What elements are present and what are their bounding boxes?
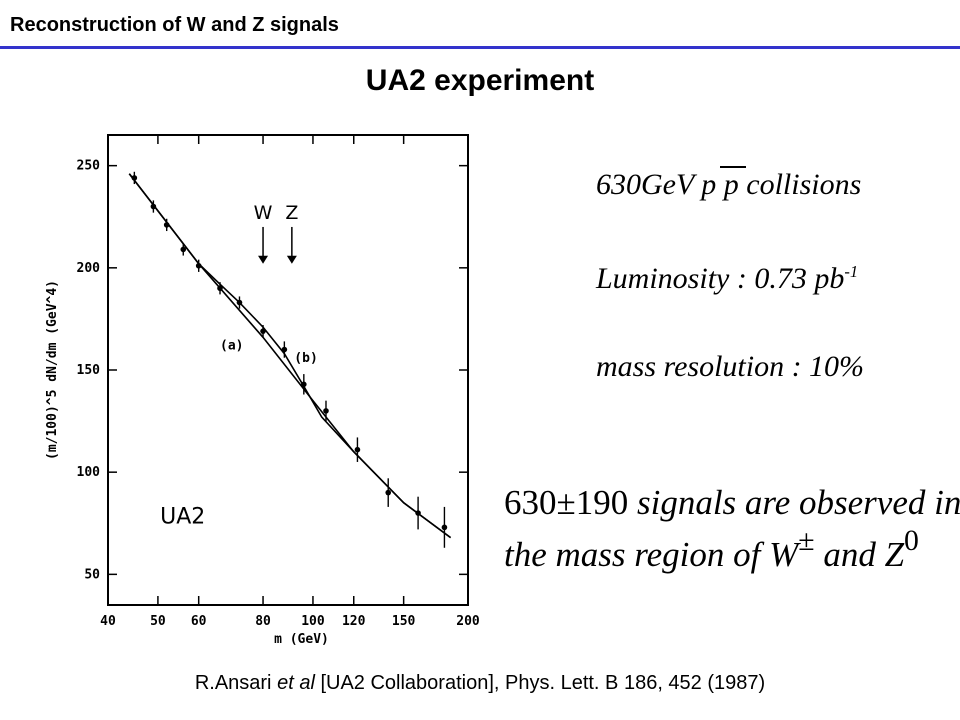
collision-particles: p p <box>701 166 747 201</box>
data-point <box>354 446 361 453</box>
x-tick-label: 150 <box>392 614 416 629</box>
antiproton-bar <box>720 166 747 168</box>
y-axis-title: (m/100)^5 dN/dm (GeV^4) <box>45 280 60 460</box>
arrow-head <box>286 255 297 264</box>
data-point <box>441 524 448 531</box>
collision-note: 630GeV p p collisions <box>596 166 862 202</box>
y-tick-label: 250 <box>77 159 101 174</box>
mass-spectrum-chart: 50 100 150 200 250 40 50 60 80 100 120 150 200 W Z (a)… <box>45 134 480 647</box>
x-tick-label: 60 <box>191 614 207 629</box>
header-divider <box>0 46 960 49</box>
luminosity-note: Luminosity : 0.73 pb-1 <box>596 262 858 296</box>
arrow-label: Z <box>285 202 298 224</box>
z-charge: 0 <box>904 524 919 557</box>
section-title: Reconstruction of W and Z signals <box>10 14 339 36</box>
y-tick-label: 50 <box>84 567 100 582</box>
data-point <box>281 346 288 353</box>
y-tick-label: 150 <box>77 363 101 378</box>
data-point <box>236 299 243 306</box>
arrow-head <box>258 255 269 264</box>
y-tick-label: 100 <box>77 465 101 480</box>
y-tick-label: 200 <box>77 261 101 276</box>
luminosity-exponent: -1 <box>844 262 859 281</box>
collision-word: collisions <box>746 168 862 201</box>
x-axis-title: m (GeV) <box>274 632 329 647</box>
data-point <box>260 328 266 334</box>
z-symbol: Z <box>884 535 905 574</box>
x-tick-label: 80 <box>255 614 271 629</box>
data-point <box>163 222 170 228</box>
fit-curve <box>128 173 452 539</box>
luminosity-value: 0.73 pb <box>754 262 845 295</box>
citation-etal: et al <box>277 672 315 694</box>
signals-note-line2: the mass region of W± and Z0 <box>504 524 919 575</box>
citation-authors: R.Ansari <box>194 672 272 694</box>
x-tick-label: 40 <box>100 614 116 629</box>
luminosity-label: Luminosity : <box>596 262 747 295</box>
data-point <box>131 175 138 181</box>
and-word: and <box>823 535 876 574</box>
data-point <box>217 285 223 292</box>
w-symbol: W <box>769 535 799 574</box>
data-point <box>195 262 202 269</box>
data-point <box>301 381 307 388</box>
experiment-label: UA2 <box>160 504 205 529</box>
fit-curve <box>128 173 452 539</box>
signals-region-text: the mass region of <box>504 535 761 574</box>
series-label-a: (a) <box>220 339 243 354</box>
x-tick-label: 50 <box>150 614 166 629</box>
data-point <box>180 246 187 253</box>
data-point <box>323 408 329 414</box>
x-tick-label: 200 <box>456 614 480 629</box>
signals-text: signals are observed in <box>636 483 960 522</box>
data-point <box>150 203 157 210</box>
mass-resolution-note: mass resolution : 10% <box>596 350 865 383</box>
data-point <box>415 510 421 516</box>
signals-count: 630±190 <box>504 483 629 522</box>
arrow-label: W <box>254 202 273 224</box>
x-tick-label: 100 <box>301 614 325 629</box>
citation: R.Ansari et al [UA2 Collaboration], Phys… <box>0 672 960 695</box>
citation-collab: [UA2 Collaboration], <box>320 672 500 694</box>
w-charge: ± <box>798 524 815 557</box>
collision-energy: 630GeV <box>596 168 694 201</box>
series-label-b: (b) <box>294 351 317 366</box>
slide-title: UA2 experiment <box>365 64 595 97</box>
citation-journal: Phys. Lett. B 186, 452 (1987) <box>505 672 766 694</box>
x-tick-label: 120 <box>342 614 366 629</box>
signals-note-line1: 630±190 signals are observed in <box>504 483 960 523</box>
data-point <box>385 489 392 496</box>
